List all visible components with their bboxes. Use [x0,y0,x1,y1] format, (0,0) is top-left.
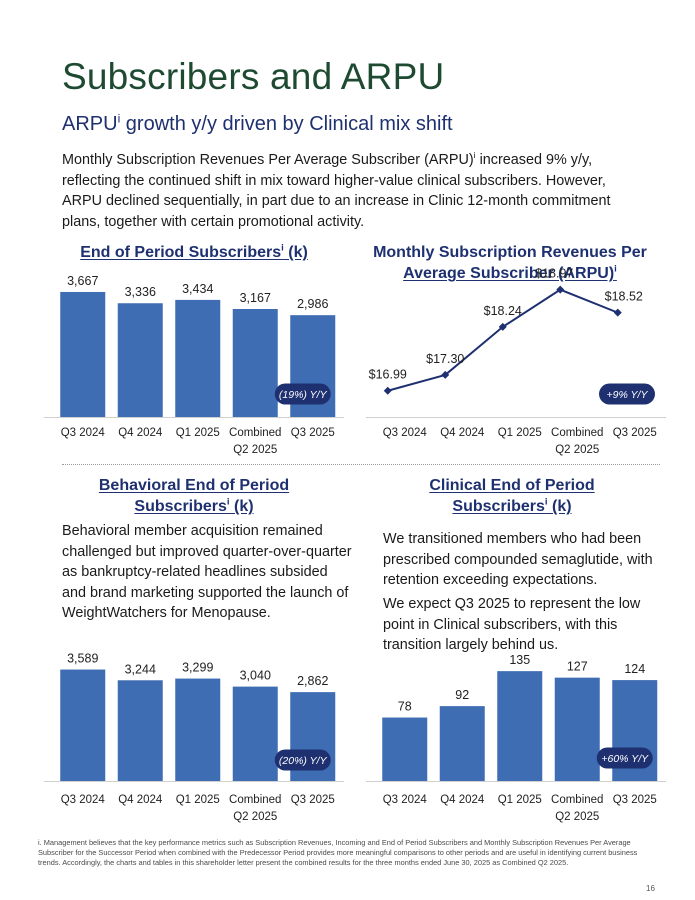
bar [175,678,221,781]
bar-value-label: 3,244 [125,662,156,676]
end-of-period-subscribers-chart: 3,667 3,336 3,434 3,167 2,986 Q3 2024 Q4 2024 Q… [44,274,344,456]
bar-value-label: 127 [567,660,588,674]
page-number: 16 [646,884,655,893]
bar [497,671,543,781]
point-value-label: $18.24 [484,304,522,318]
x-tick-label: Q3 2025 [291,427,335,439]
x-tick-label: Q4 2024 [118,427,163,439]
data-point [441,370,450,379]
yoy-badge-label: +9% Y/Y [607,389,649,401]
bar [439,706,485,781]
x-tick-label: Q3 2024 [61,427,106,439]
x-tick-label: Q4 2024 [440,427,485,439]
x-tick-label: Q3 2025 [613,427,657,439]
bar-value-label: 2,986 [297,297,328,311]
x-tick-label: Q1 2025 [176,427,220,439]
point-value-label: $18.97 [535,267,573,281]
x-tick-label: Combined [229,794,281,806]
bar [382,717,428,781]
bar-value-label: 3,667 [67,274,98,288]
x-tick-label-line2: Q2 2025 [555,811,599,823]
bar-value-label: 78 [398,700,412,714]
arpu-line-chart: $16.99 $17.30 $18.24 $18.97 $18.52 Q3 2024 Q4 … [366,267,666,456]
clinical-paragraph-1: We transitioned members who had been pre… [383,531,653,589]
chart-title-end-of-period-subscribers: End of Period Subscribersi (k) [80,242,308,261]
x-tick-label: Q3 2024 [383,794,428,806]
point-value-label: $17.30 [426,352,464,366]
bar-value-label: 3,299 [182,661,213,675]
clinical-paragraph-2: We expect Q3 2025 to represent the low p… [383,596,641,654]
x-tick-label-line2: Q2 2025 [555,444,599,456]
bar-value-label: 92 [455,688,469,702]
x-tick-label: Q1 2025 [176,794,220,806]
chart-title-arpu: Monthly Subscription Revenues Per Averag… [373,244,647,282]
bar [232,686,278,781]
x-tick-label: Combined [551,794,603,806]
section-divider [62,464,660,465]
x-tick-label: Q1 2025 [498,794,542,806]
bar-value-label: 3,434 [182,282,213,296]
footnote: i. Management believes that the key perf… [38,838,638,867]
yoy-badge-label: (20%) Y/Y [279,755,328,767]
x-tick-label: Q3 2024 [61,794,106,806]
x-tick-label: Q1 2025 [498,427,542,439]
bar-value-label: 3,167 [240,291,271,305]
x-tick-label: Combined [229,427,281,439]
bar [175,299,221,417]
x-tick-label: Q3 2025 [613,794,657,806]
page-subtitle: ARPUi growth y/y driven by Clinical mix … [62,111,453,135]
bar-value-label: 135 [509,653,530,667]
yoy-badge [599,383,655,405]
yoy-badge [274,383,331,405]
x-tick-label: Q3 2024 [383,427,428,439]
intro-paragraph: Monthly Subscription Revenues Per Averag… [62,150,611,230]
x-tick-label-line2: Q2 2025 [233,811,277,823]
x-tick-label: Q3 2025 [291,794,335,806]
page-title: Subscribers and ARPU [62,56,445,97]
data-point [613,308,622,317]
yoy-badge-label: (19%) Y/Y [279,389,328,401]
bar-value-label: 2,862 [297,674,328,688]
chart-title-behavioral-subscribers: Behavioral End of Period Subscribersi (k… [98,477,290,515]
x-tick-label-line2: Q2 2025 [233,444,277,456]
x-tick-label: Q4 2024 [118,794,163,806]
clinical-subscribers-chart: 78 92 135 127 124 Q3 2024 Q4 2024 Q1 2025 Combin… [366,653,666,823]
behavioral-subscribers-chart: 3,589 3,244 3,299 3,040 2,862 Q3 2024 Q4 2024 Q… [44,652,344,823]
point-value-label: $16.99 [369,368,407,382]
yoy-badge-label: +60% Y/Y [601,753,649,765]
yoy-badge [596,747,653,769]
bar-value-label: 124 [624,662,645,676]
bar-value-label: 3,589 [67,652,98,666]
point-value-label: $18.52 [605,290,643,304]
yoy-badge [274,749,331,771]
bar-value-label: 3,336 [125,285,156,299]
bar [232,308,278,417]
bar-value-label: 3,040 [240,669,271,683]
x-tick-label: Combined [551,427,603,439]
bar [60,291,106,417]
bar [60,669,106,781]
bar [554,677,600,781]
bar [117,680,163,781]
data-point [498,322,507,331]
chart-title-clinical-subscribers: Clinical End of Period Subscribersi (k) [429,477,595,515]
x-tick-label: Q4 2024 [440,794,485,806]
data-point [556,285,565,294]
data-point [383,386,392,395]
behavioral-paragraph: Behavioral member acquisition remained c… [62,523,352,622]
bar [117,303,163,417]
